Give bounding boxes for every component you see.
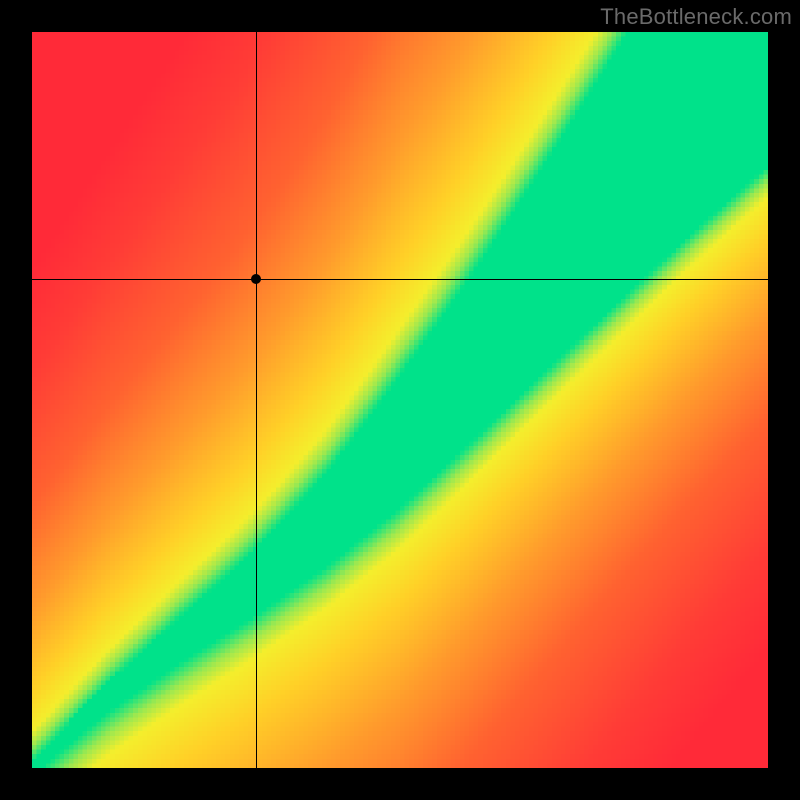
- plot-area: [32, 32, 768, 768]
- watermark-text: TheBottleneck.com: [600, 4, 792, 30]
- crosshair-horizontal: [32, 279, 768, 280]
- heatmap-canvas: [32, 32, 768, 768]
- data-point-marker: [251, 274, 261, 284]
- crosshair-vertical: [256, 32, 257, 768]
